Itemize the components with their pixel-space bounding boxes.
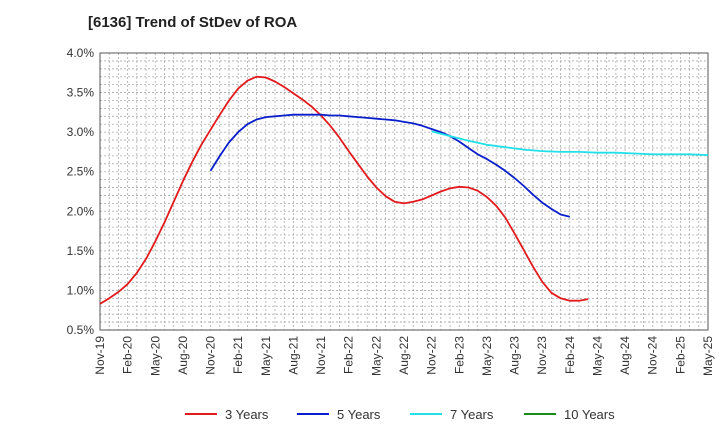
x-tick-label: Feb-25 — [673, 336, 687, 374]
x-tick-label: Feb-23 — [452, 336, 466, 374]
series-line-7y — [431, 130, 709, 156]
x-tick-label: Feb-24 — [563, 336, 577, 374]
x-tick-label: May-25 — [701, 336, 715, 376]
x-tick-label: Feb-22 — [342, 336, 356, 374]
chart-title: [6136] Trend of StDev of ROA — [88, 14, 298, 31]
legend-label: 3 Years — [225, 407, 269, 422]
x-tick-label: May-23 — [480, 336, 494, 376]
y-tick-label: 2.0% — [67, 204, 95, 218]
y-tick-label: 0.5% — [67, 323, 95, 337]
legend-label: 5 Years — [337, 407, 381, 422]
y-tick-label: 1.0% — [67, 283, 95, 297]
x-tick-label: Nov-21 — [314, 336, 328, 375]
x-tick-label: Nov-23 — [535, 336, 549, 375]
legend-label: 10 Years — [564, 407, 615, 422]
series-line-3y — [99, 75, 589, 305]
x-tick-label: Nov-22 — [425, 336, 439, 375]
x-tick-label: May-22 — [369, 336, 383, 376]
y-tick-label: 3.5% — [67, 86, 95, 100]
x-tick-label: May-21 — [259, 336, 273, 376]
x-tick-label: Feb-21 — [231, 336, 245, 374]
x-tick-label: Nov-24 — [646, 336, 660, 375]
x-tick-label: Aug-22 — [397, 336, 411, 375]
y-tick-label: 4.0% — [67, 46, 95, 60]
series-line-5y — [209, 113, 571, 218]
x-tick-label: Feb-20 — [121, 336, 135, 374]
x-tick-label: Aug-24 — [618, 336, 632, 375]
legend-label: 7 Years — [450, 407, 494, 422]
y-tick-label: 2.5% — [67, 165, 95, 179]
x-tick-label: May-24 — [590, 336, 604, 376]
x-tick-label: Aug-20 — [176, 336, 190, 375]
x-tick-label: Nov-19 — [93, 336, 107, 375]
y-tick-label: 3.0% — [67, 125, 95, 139]
x-tick-label: Aug-21 — [286, 336, 300, 375]
x-tick-label: Nov-20 — [204, 336, 218, 375]
y-tick-label: 1.5% — [67, 244, 95, 258]
x-tick-label: Aug-23 — [508, 336, 522, 375]
x-tick-label: May-20 — [148, 336, 162, 376]
plot-border — [99, 52, 709, 331]
